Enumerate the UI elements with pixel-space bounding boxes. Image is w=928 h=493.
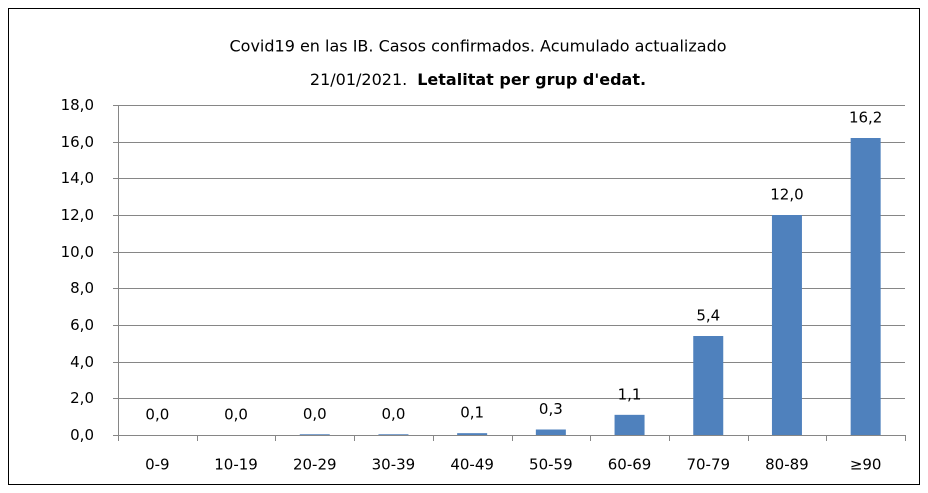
chart-title-line2: 21/01/2021. Letalitat per grup d'edat.	[310, 70, 646, 89]
value-label: 0,0	[224, 406, 248, 424]
y-tick-label: 0,0	[70, 426, 94, 444]
bar	[614, 414, 645, 435]
bar	[693, 336, 724, 435]
x-tick-label: 80-89	[765, 456, 809, 474]
value-label: 12,0	[770, 186, 803, 204]
title-date: 21/01/2021.	[310, 70, 407, 89]
value-label: 0,0	[303, 405, 327, 423]
y-tick-label: 8,0	[70, 279, 94, 297]
y-tick-label: 18,0	[61, 96, 94, 114]
value-label: 1,1	[618, 385, 642, 403]
chart-border	[8, 8, 920, 485]
x-tick-label: 70-79	[686, 456, 730, 474]
bar	[771, 215, 802, 435]
x-tick-label: 40-49	[450, 456, 494, 474]
bar	[299, 434, 330, 435]
y-tick-label: 4,0	[70, 353, 94, 371]
value-label: 5,4	[696, 307, 720, 325]
x-tick-label: 20-29	[293, 456, 337, 474]
bar	[457, 433, 488, 435]
bar	[850, 138, 881, 435]
x-tick-label: ≥90	[850, 456, 882, 474]
y-tick-label: 16,0	[61, 133, 94, 151]
value-label: 0,0	[382, 405, 406, 423]
bar	[535, 429, 566, 435]
value-label: 0,1	[460, 404, 484, 422]
chart-title: Covid19 en las IB. Casos confirmados. Ac…	[229, 37, 726, 56]
x-tick-label: 30-39	[372, 456, 416, 474]
value-label: 0,3	[539, 400, 563, 418]
x-tick-label: 60-69	[608, 456, 652, 474]
x-tick-label: 50-59	[529, 456, 573, 474]
y-tick-label: 12,0	[61, 206, 94, 224]
x-tick-label: 0-9	[145, 456, 170, 474]
value-label: 16,2	[849, 109, 882, 127]
value-label: 0,0	[145, 406, 169, 424]
y-tick-label: 2,0	[70, 389, 94, 407]
x-tick-label: 10-19	[214, 456, 258, 474]
y-tick-label: 6,0	[70, 316, 94, 334]
y-tick-label: 10,0	[61, 243, 94, 261]
title-bold: Letalitat per grup d'edat.	[417, 70, 646, 89]
bar	[378, 434, 409, 435]
y-tick-label: 14,0	[61, 169, 94, 187]
